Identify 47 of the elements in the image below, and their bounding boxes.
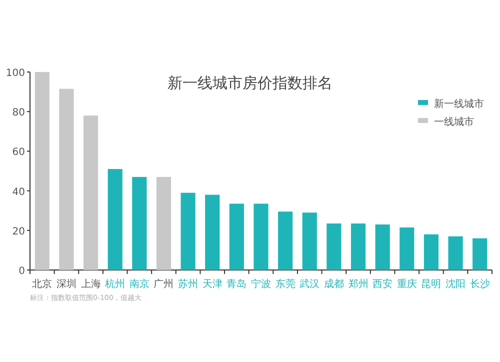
x-tick-label: 天津 [202, 278, 222, 290]
x-tick-label: 宁波 [251, 278, 271, 290]
x-tick-label: 南京 [129, 278, 150, 290]
legend-label: 新一线城市 [434, 98, 484, 110]
x-tick-label: 北京 [32, 278, 52, 290]
bar [326, 223, 342, 270]
bar [254, 204, 268, 270]
x-tick-label: 昆明 [421, 279, 442, 290]
x-tick-label: 东莞 [275, 278, 296, 290]
bar [472, 238, 488, 270]
y-tick-label: 80 [12, 108, 25, 119]
x-tick-label: 上海 [80, 278, 101, 290]
bar [229, 204, 244, 270]
bar [83, 116, 98, 270]
bar [400, 227, 414, 270]
x-tick-label: 苏州 [178, 278, 198, 290]
bar [180, 192, 196, 270]
x-tick-label: 深圳 [56, 278, 76, 290]
y-tick-label: 60 [12, 147, 25, 158]
x-tick-label: 重庆 [396, 278, 417, 290]
y-tick-label: 100 [6, 68, 25, 79]
y-tick-label: 20 [12, 226, 25, 238]
bar [302, 212, 317, 270]
bar [448, 236, 463, 270]
bar [34, 72, 50, 270]
bar [205, 194, 220, 270]
bar [156, 176, 172, 270]
y-tick-label: 40 [12, 186, 25, 198]
bar [59, 88, 74, 270]
bar [424, 234, 439, 270]
x-tick-label: 青岛 [226, 278, 247, 290]
x-tick-label: 长沙 [470, 278, 490, 290]
y-tick-label: 0 [18, 266, 25, 277]
x-tick-label: 西安 [372, 278, 393, 290]
x-tick-label: 广州 [154, 278, 174, 290]
legend-label: 一线城市 [434, 116, 474, 128]
x-tick-label: 成都 [324, 278, 344, 290]
bar [108, 169, 122, 270]
x-tick-label: 郑州 [348, 278, 368, 290]
bar [132, 176, 147, 270]
bar [375, 224, 390, 270]
bar [350, 223, 366, 270]
x-tick-label: 武汉 [300, 278, 320, 290]
chart-title: 新一线城市房价指数排名 [168, 74, 332, 92]
bar [278, 212, 293, 270]
x-tick-label: 沈阳 [446, 278, 466, 290]
x-tick-label: 杭州 [104, 278, 126, 290]
